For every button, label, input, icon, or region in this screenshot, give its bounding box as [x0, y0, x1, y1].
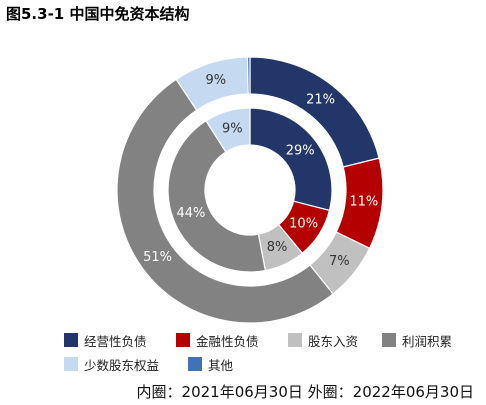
inner-ring: [167, 107, 333, 273]
legend-item: 少数股东权益: [64, 355, 188, 374]
legend-label: 经营性负债: [84, 333, 147, 349]
outer-label: 7%: [329, 254, 350, 269]
inner-label: 9%: [222, 122, 243, 137]
legend-swatch: [64, 333, 78, 347]
legend: 经营性负债 金融性负债 股东入资 利润积累 少数股东权益 其他: [64, 328, 484, 376]
legend-item: 利润积累: [382, 331, 476, 350]
legend-label: 其他: [208, 357, 234, 373]
legend-row-1: 经营性负债 金融性负债 股东入资 利润积累: [64, 328, 484, 352]
chart-title: 图5.3-1 中国中免资本结构: [6, 5, 190, 23]
outer-slice: [246, 56, 251, 95]
legend-label: 金融性负债: [196, 333, 259, 349]
outer-label: 51%: [143, 250, 172, 265]
inner-slice: [167, 119, 267, 273]
legend-swatch: [382, 333, 396, 347]
inner-label: 10%: [289, 217, 318, 232]
outer-label: 11%: [349, 195, 378, 210]
inner-label: 8%: [267, 240, 288, 255]
data-labels: 29% 10%8% 44% 9% 21% 11% 7% 51% 9%: [143, 73, 378, 269]
legend-label: 股东入资: [308, 333, 359, 349]
legend-item: 经营性负债: [64, 331, 176, 350]
legend-swatch: [288, 333, 302, 347]
legend-swatch: [64, 357, 78, 371]
outer-ring: [116, 56, 384, 324]
legend-row-2: 少数股东权益 其他: [64, 352, 484, 376]
legend-label: 利润积累: [402, 333, 453, 349]
footnote: 内圈：2021年06月30日 外圈：2022年06月30日: [136, 383, 474, 401]
inner-label: 44%: [177, 206, 206, 221]
inner-slice: [205, 107, 251, 153]
legend-swatch: [176, 333, 190, 347]
legend-label: 少数股东权益: [84, 357, 160, 373]
outer-label: 9%: [205, 73, 226, 88]
donut-chart: 29% 10%8% 44% 9% 21% 11% 7% 51% 9%: [116, 56, 384, 324]
inner-label: 29%: [286, 144, 315, 159]
outer-label: 21%: [306, 92, 335, 107]
legend-item: 股东入资: [288, 331, 382, 350]
legend-item: 其他: [188, 355, 268, 374]
inner-slice: [249, 107, 333, 212]
legend-swatch: [188, 357, 202, 371]
legend-item: 金融性负债: [176, 331, 288, 350]
outer-slice: [116, 78, 334, 324]
